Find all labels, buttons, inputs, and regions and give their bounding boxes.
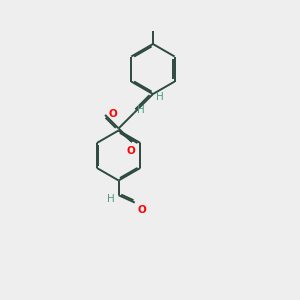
Text: O: O <box>138 205 146 215</box>
Text: H: H <box>107 194 115 204</box>
Text: O: O <box>127 146 135 156</box>
Text: H: H <box>155 92 163 102</box>
Text: O: O <box>109 109 118 119</box>
Text: H: H <box>137 105 145 115</box>
